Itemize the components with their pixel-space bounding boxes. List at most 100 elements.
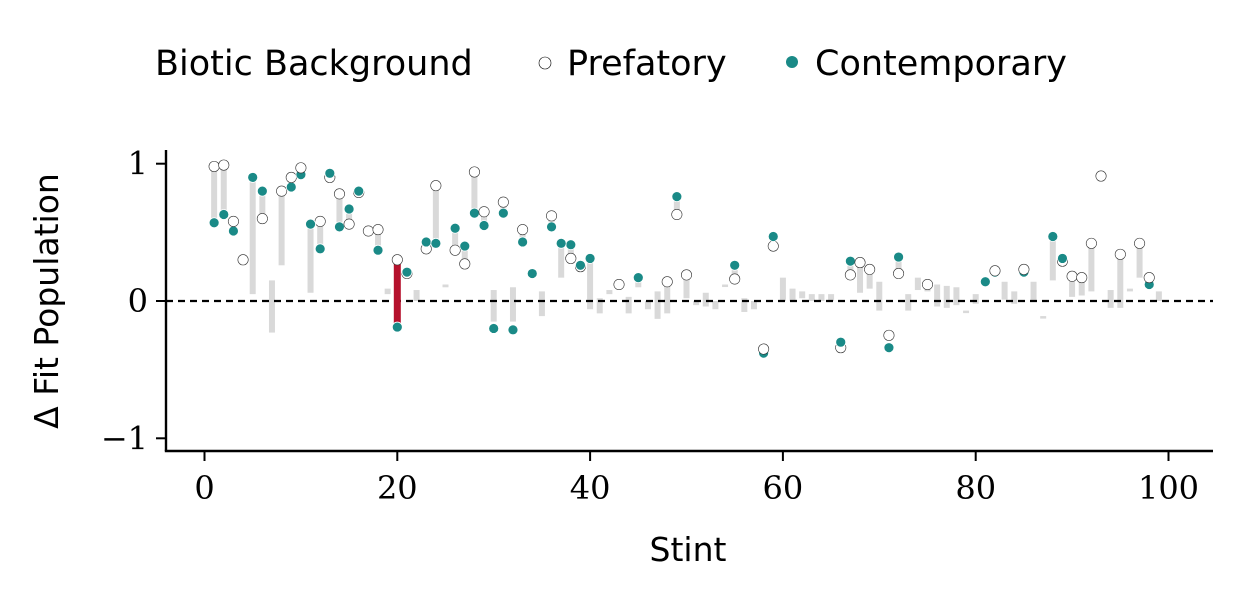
contemporary-point [469, 207, 480, 219]
prefatory-point [883, 329, 895, 341]
difference-bar [375, 229, 382, 251]
prefatory-point [478, 206, 490, 218]
x-tick-label: 20 [377, 469, 418, 507]
difference-bar [317, 221, 324, 249]
difference-bar [606, 290, 613, 295]
difference-bar [895, 257, 902, 274]
contemporary-point [391, 321, 403, 333]
difference-bar [278, 191, 285, 266]
contemporary-point [507, 324, 519, 336]
contemporary-point [353, 185, 365, 197]
contemporary-point [1057, 253, 1068, 264]
prefatory-point [449, 244, 461, 256]
difference-bar [857, 262, 864, 293]
difference-bar [1069, 276, 1076, 297]
difference-bar [567, 244, 574, 259]
contemporary-point [256, 185, 268, 197]
difference-bar [307, 224, 314, 293]
prefatory-point [430, 180, 442, 192]
contemporary-point [343, 203, 355, 215]
contemporary-point [893, 251, 904, 263]
prefatory-point [565, 252, 577, 264]
contemporary-point [632, 272, 644, 284]
legend-label-contemporary: Contemporary [815, 44, 1067, 84]
prefatory-point [729, 273, 741, 285]
contemporary-point [555, 237, 567, 249]
difference-bar [336, 193, 343, 227]
difference-bar [509, 287, 516, 322]
prefatory-point [1134, 237, 1146, 249]
difference-bar [538, 291, 545, 317]
x-axis-label: Stint [650, 530, 727, 569]
prefatory-point [285, 171, 297, 183]
difference-bar [914, 277, 921, 291]
prefatory-point [864, 263, 876, 275]
difference-bar [1136, 243, 1143, 278]
prefatory-point [680, 269, 692, 281]
difference-bar [461, 246, 468, 264]
difference-bar [693, 301, 700, 306]
prefatory-point [1114, 248, 1126, 260]
prefatory-point [333, 188, 345, 200]
difference-bar [953, 287, 960, 306]
difference-bar [1155, 291, 1162, 301]
contemporary-point [844, 255, 856, 267]
difference-bar [490, 290, 497, 322]
contemporary-point [430, 237, 442, 249]
contemporary-point [517, 236, 529, 248]
prefatory-point [218, 159, 230, 171]
contemporary-point [208, 217, 220, 229]
contemporary-point [334, 221, 345, 233]
prefatory-point [295, 162, 307, 174]
contemporary-point [478, 220, 490, 231]
prefatory-point [1095, 170, 1107, 182]
prefatory-point [1066, 270, 1078, 282]
difference-bar [808, 294, 815, 301]
contemporary-point [575, 259, 586, 271]
difference-bar [442, 284, 449, 288]
difference-bar [481, 211, 488, 226]
difference-bar [702, 292, 709, 307]
plot-area [166, 159, 1213, 359]
difference-bar [1078, 277, 1085, 296]
prefatory-point [921, 279, 933, 291]
difference-bar [587, 258, 594, 310]
difference-bar [211, 166, 218, 223]
contemporary-point [497, 207, 509, 219]
difference-bar [1126, 288, 1133, 292]
legend-marker-prefatory [538, 56, 552, 70]
contemporary-point [218, 209, 230, 220]
x-tick-label: 80 [955, 469, 996, 507]
prefatory-point [208, 160, 220, 172]
contemporary-point [228, 225, 239, 237]
difference-bar [1011, 291, 1018, 304]
contemporary-point [1047, 231, 1059, 242]
contemporary-point [979, 276, 991, 288]
contemporary-point [324, 167, 336, 179]
difference-bar [673, 196, 680, 215]
difference-bar [818, 294, 825, 301]
prefatory-point [362, 225, 374, 237]
prefatory-point [343, 218, 355, 230]
prefatory-point [1076, 272, 1088, 284]
legend: Biotic Background Prefatory Contemporary [155, 44, 1067, 84]
difference-bar [722, 284, 729, 288]
contemporary-point [401, 266, 413, 278]
prefatory-point [227, 215, 239, 227]
prefatory-point [854, 257, 866, 269]
x-tick-label: 100 [1138, 469, 1199, 507]
difference-bar [1107, 290, 1114, 308]
difference-bar [1088, 243, 1095, 292]
contemporary-point [546, 221, 557, 233]
x-tick-label: 60 [763, 469, 804, 507]
difference-bar [654, 291, 661, 319]
y-tick-label: 0 [128, 282, 148, 320]
prefatory-point [314, 215, 326, 227]
axes: 0 20 40 60 80 100 −1 0 1 [101, 145, 1213, 507]
legend-marker-contemporary [786, 56, 798, 68]
difference-bar [1049, 236, 1056, 281]
difference-bar [558, 243, 565, 278]
y-axis-label: Δ Fit Population [27, 173, 66, 429]
contemporary-point [420, 236, 432, 248]
contemporary-point [305, 218, 316, 230]
